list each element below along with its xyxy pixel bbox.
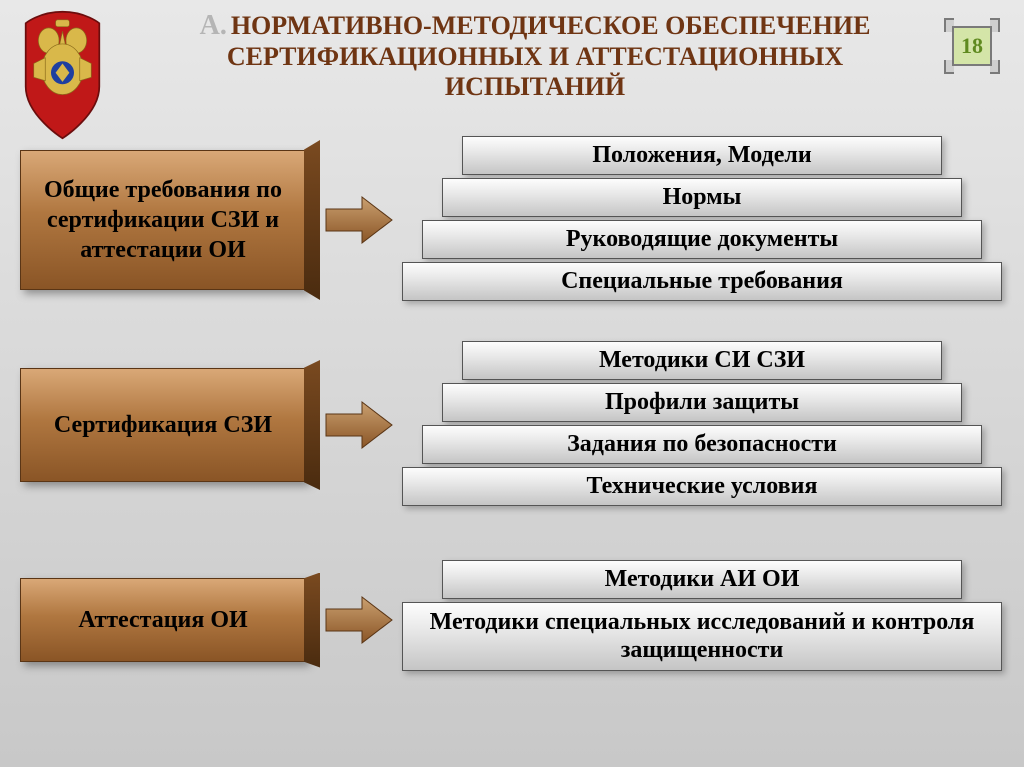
- group-1: Общие требования по сертификации СЗИ и а…: [20, 130, 1000, 310]
- doc-box: Профили защиты: [442, 383, 962, 422]
- left-label-3: Аттестация ОИ: [78, 605, 261, 635]
- page-number-badge: 18: [944, 18, 1000, 74]
- arrow-icon: [324, 595, 394, 645]
- doc-box: Методики специальных исследований и конт…: [402, 602, 1002, 671]
- group-2: Сертификация СЗИ Методики СИ СЗИ Профили…: [20, 335, 1000, 515]
- doc-box: Задания по безопасности: [422, 425, 982, 464]
- doc-box: Специальные требования: [402, 262, 1002, 301]
- right-stack-3: Методики АИ ОИ Методики специальных иссл…: [402, 560, 1000, 680]
- right-stack-2: Методики СИ СЗИ Профили защиты Задания п…: [402, 341, 1000, 509]
- left-label-2: Сертификация СЗИ: [54, 410, 286, 440]
- doc-box: Технические условия: [402, 467, 1002, 506]
- doc-box: Методики СИ СЗИ: [462, 341, 942, 380]
- doc-box: Положения, Модели: [462, 136, 942, 175]
- arrow-icon: [324, 400, 394, 450]
- left-box-1: Общие требования по сертификации СЗИ и а…: [20, 140, 320, 300]
- left-box-3: Аттестация ОИ: [20, 573, 320, 668]
- title-text: НОРМАТИВНО-МЕТОДИЧЕСКОЕ ОБЕСПЕЧЕНИЕ СЕРТ…: [227, 11, 871, 101]
- doc-box: Руководящие документы: [422, 220, 982, 259]
- doc-box: Методики АИ ОИ: [442, 560, 962, 599]
- right-stack-1: Положения, Модели Нормы Руководящие доку…: [402, 136, 1000, 304]
- group-3: Аттестация ОИ Методики АИ ОИ Методики сп…: [20, 550, 1000, 690]
- left-label-1: Общие требования по сертификации СЗИ и а…: [32, 175, 308, 265]
- title-prefix: А.: [200, 10, 227, 41]
- slide-title: А. НОРМАТИВНО-МЕТОДИЧЕСКОЕ ОБЕСПЕЧЕНИЕ С…: [150, 10, 920, 102]
- page-number: 18: [952, 26, 992, 66]
- left-box-2: Сертификация СЗИ: [20, 360, 320, 490]
- doc-box: Нормы: [442, 178, 962, 217]
- emblem-icon: [5, 5, 120, 145]
- arrow-icon: [324, 195, 394, 245]
